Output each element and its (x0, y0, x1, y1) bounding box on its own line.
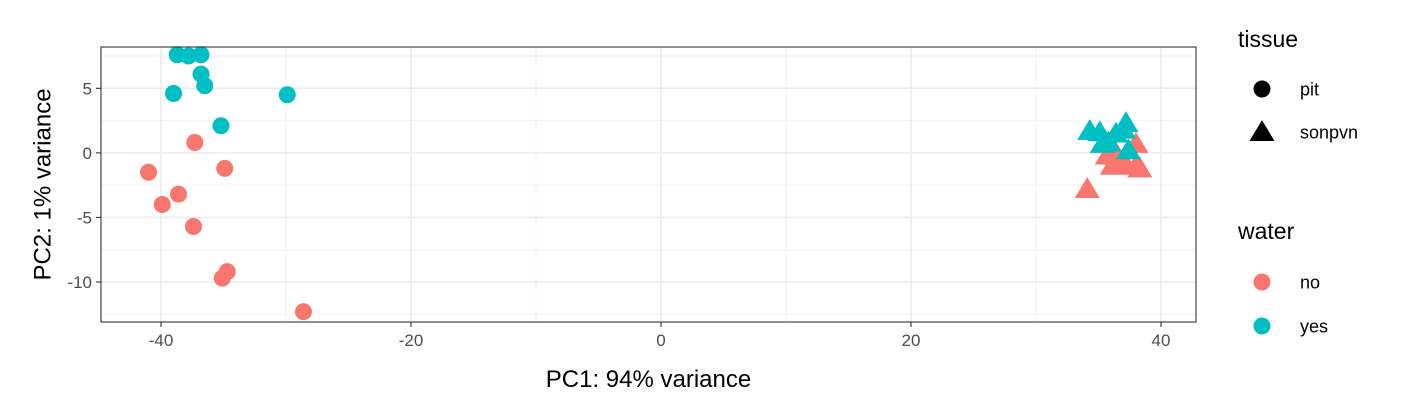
y-axis-title: PC2: 1% variance (29, 88, 56, 280)
data-point (216, 159, 234, 177)
data-point (1113, 111, 1139, 133)
data-point (186, 134, 204, 152)
data-point (1127, 156, 1153, 178)
legend-key-no (1253, 273, 1271, 291)
data-point (212, 117, 230, 135)
data-point (153, 196, 171, 214)
x-tick-label: 20 (902, 331, 921, 350)
x-tick-label: -20 (399, 331, 424, 350)
x-tick-label: 0 (656, 331, 665, 350)
plot-panel (100, 46, 1197, 323)
panel-border (100, 46, 1197, 323)
legend-key-yes (1253, 317, 1271, 335)
y-tick-label: 5 (83, 79, 92, 98)
y-tick-label: 0 (83, 144, 92, 163)
x-axis-title: PC1: 94% variance (546, 366, 751, 393)
data-point (295, 303, 312, 321)
legends: tissue pit sonpvn water no yes (1237, 26, 1358, 337)
data-point (278, 86, 296, 104)
x-tick-label: 40 (1152, 331, 1171, 350)
legend-key-sonpvn (1249, 120, 1275, 141)
y-tick-label: -5 (77, 208, 92, 227)
data-points (140, 46, 1153, 321)
data-point (192, 46, 210, 64)
legend-key-pit (1253, 80, 1271, 98)
data-point (170, 185, 187, 203)
x-tick-label: -40 (149, 331, 174, 350)
x-axis-ticks: -40 -20 0 20 40 (149, 322, 1171, 350)
legend-label-sonpvn: sonpvn (1300, 123, 1358, 143)
data-point (165, 84, 182, 102)
legend-label-yes: yes (1300, 317, 1328, 337)
data-point (140, 163, 157, 181)
grid-minor-lines (101, 47, 1196, 322)
data-point (180, 47, 197, 65)
legend-title-tissue: tissue (1238, 26, 1298, 52)
data-point (213, 269, 231, 287)
data-point (196, 77, 214, 95)
data-point (185, 217, 202, 235)
legend-label-no: no (1300, 273, 1320, 293)
y-tick-label: -10 (67, 273, 92, 292)
legend-title-water: water (1237, 218, 1295, 244)
y-axis-ticks: -10 -5 0 5 (67, 79, 101, 292)
data-point (1116, 138, 1141, 160)
data-point (1074, 177, 1100, 199)
legend-label-pit: pit (1300, 80, 1319, 100)
